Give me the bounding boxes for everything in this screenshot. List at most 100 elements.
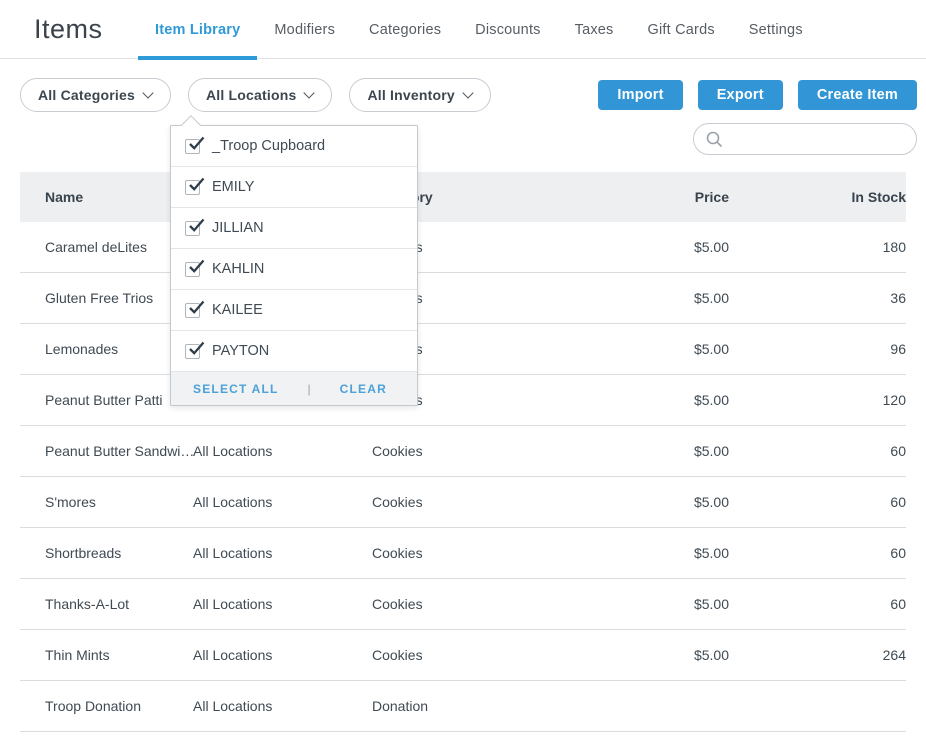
cell-name: Caramel deLites — [45, 239, 147, 255]
cell-name: Peanut Butter Patti — [45, 392, 163, 408]
checkbox-checked-icon[interactable] — [185, 177, 205, 195]
cell-price: $5.00 — [693, 341, 729, 357]
filter-all-categories[interactable]: All Categories — [20, 78, 171, 112]
cell-locations: All Locations — [193, 647, 273, 663]
cell-price: $5.00 — [693, 443, 729, 459]
location-option-label: JILLIAN — [212, 220, 264, 236]
action-buttons: Import Export Create Item — [598, 80, 917, 110]
cell-in-stock: 96 — [890, 341, 906, 357]
tab-bar: Item Library Modifiers Categories Discou… — [138, 0, 820, 60]
table-row[interactable]: S'mores All Locations Cookies $5.00 60 — [20, 477, 906, 528]
search-input[interactable] — [724, 131, 906, 147]
cell-in-stock: 120 — [882, 392, 906, 408]
cell-name: Troop Donation — [45, 698, 141, 714]
cell-in-stock: 60 — [890, 545, 906, 561]
import-button[interactable]: Import — [598, 80, 683, 110]
search-icon — [705, 130, 724, 149]
cell-locations: All Locations — [193, 698, 273, 714]
cell-price: $5.00 — [693, 545, 729, 561]
location-option-troop-cupboard[interactable]: _Troop Cupboard — [171, 126, 417, 167]
search-box[interactable] — [693, 123, 917, 155]
filter-pills: All Categories All Locations All Invento… — [20, 78, 491, 112]
filter-all-locations[interactable]: All Locations — [187, 78, 333, 112]
cell-in-stock: 36 — [890, 290, 906, 306]
location-option-kailee[interactable]: KAILEE — [171, 290, 417, 331]
cell-name: S'mores — [45, 494, 96, 510]
tab-modifiers[interactable]: Modifiers — [274, 21, 336, 38]
select-all-link[interactable]: SELECT ALL — [193, 381, 279, 396]
chevron-down-icon — [142, 87, 154, 99]
cell-price: $5.00 — [693, 596, 729, 612]
checkbox-checked-icon[interactable] — [185, 259, 205, 277]
table-row[interactable]: Troop Donation All Locations Donation — [20, 681, 906, 732]
cell-locations: All Locations — [193, 494, 273, 510]
cell-price: $5.00 — [693, 392, 729, 408]
table-row[interactable]: Peanut Butter Sandwi… All Locations Cook… — [20, 426, 906, 477]
checkbox-checked-icon[interactable] — [185, 218, 205, 236]
tab-categories[interactable]: Categories — [369, 21, 442, 38]
cell-name: Thin Mints — [45, 647, 110, 663]
cell-category: Cookies — [372, 647, 423, 663]
dropdown-footer: SELECT ALL | CLEAR — [171, 372, 417, 405]
table-row[interactable]: Peanut Butter Patti All Locations Cookie… — [20, 375, 906, 426]
checkbox-checked-icon[interactable] — [185, 136, 205, 154]
footer-divider: | — [307, 381, 311, 396]
locations-dropdown: _Troop Cupboard EMILY JILLIAN KAHLIN KAI… — [170, 115, 418, 406]
clear-link[interactable]: CLEAR — [339, 381, 387, 396]
cell-locations: All Locations — [193, 545, 273, 561]
location-option-kahlin[interactable]: KAHLIN — [171, 249, 417, 290]
tab-gift-cards[interactable]: Gift Cards — [647, 21, 715, 38]
table-row[interactable]: Shortbreads All Locations Cookies $5.00 … — [20, 528, 906, 579]
location-option-label: _Troop Cupboard — [212, 138, 326, 154]
filter-all-locations-label: All Locations — [205, 87, 297, 103]
tab-taxes[interactable]: Taxes — [574, 21, 614, 38]
column-header-name[interactable]: Name — [45, 189, 84, 205]
cell-name: Lemonades — [45, 341, 119, 357]
cell-in-stock: 264 — [882, 647, 906, 663]
create-item-button[interactable]: Create Item — [797, 80, 917, 110]
filter-all-inventory-label: All Inventory — [367, 87, 455, 103]
cell-name: Thanks-A-Lot — [45, 596, 130, 612]
tab-discounts[interactable]: Discounts — [475, 21, 541, 38]
location-option-label: EMILY — [212, 179, 255, 195]
location-option-payton[interactable]: PAYTON — [171, 331, 417, 372]
location-option-label: PAYTON — [212, 343, 270, 359]
cell-price: $5.00 — [693, 239, 729, 255]
chevron-down-icon — [462, 87, 474, 99]
tab-item-library[interactable]: Item Library — [138, 0, 258, 60]
cell-name: Shortbreads — [45, 545, 122, 561]
column-header-in-stock[interactable]: In Stock — [851, 189, 906, 205]
cell-category: Cookies — [372, 545, 423, 561]
location-option-emily[interactable]: EMILY — [171, 167, 417, 208]
cell-locations: All Locations — [193, 443, 273, 459]
column-header-price[interactable]: Price — [694, 189, 729, 205]
location-option-label: KAHLIN — [212, 261, 265, 277]
cell-name: Gluten Free Trios — [45, 290, 154, 306]
cell-in-stock: 60 — [890, 443, 906, 459]
filter-all-inventory[interactable]: All Inventory — [349, 78, 491, 112]
tab-settings[interactable]: Settings — [748, 21, 803, 38]
location-option-label: KAILEE — [212, 302, 263, 318]
cell-locations: All Locations — [193, 596, 273, 612]
cell-category: Cookies — [372, 494, 423, 510]
table-row[interactable]: Thin Mints All Locations Cookies $5.00 2… — [20, 630, 906, 681]
table-row[interactable]: Caramel deLites All Locations Cookies $5… — [20, 222, 906, 273]
search-row — [693, 123, 917, 155]
checkbox-checked-icon[interactable] — [185, 300, 205, 318]
checkbox-checked-icon[interactable] — [185, 341, 205, 359]
items-table: Name Locations Category Price In Stock C… — [20, 172, 906, 732]
cell-category: Cookies — [372, 443, 423, 459]
table-row[interactable]: Gluten Free Trios All Locations Cookies … — [20, 273, 906, 324]
cell-in-stock: 60 — [890, 596, 906, 612]
toolbar: All Categories All Locations All Invento… — [0, 78, 926, 112]
chevron-down-icon — [303, 87, 316, 99]
table-row[interactable]: Thanks-A-Lot All Locations Cookies $5.00… — [20, 579, 906, 630]
table-row[interactable]: Lemonades All Locations Cookies $5.00 96 — [20, 324, 906, 375]
page-title: Items — [34, 14, 103, 44]
cell-price: $5.00 — [693, 290, 729, 306]
location-option-jillian[interactable]: JILLIAN — [171, 208, 417, 249]
cell-price: $5.00 — [693, 494, 729, 510]
export-button[interactable]: Export — [697, 80, 783, 110]
cell-category: Donation — [372, 698, 429, 714]
cell-name: Peanut Butter Sandwi… — [45, 443, 193, 459]
